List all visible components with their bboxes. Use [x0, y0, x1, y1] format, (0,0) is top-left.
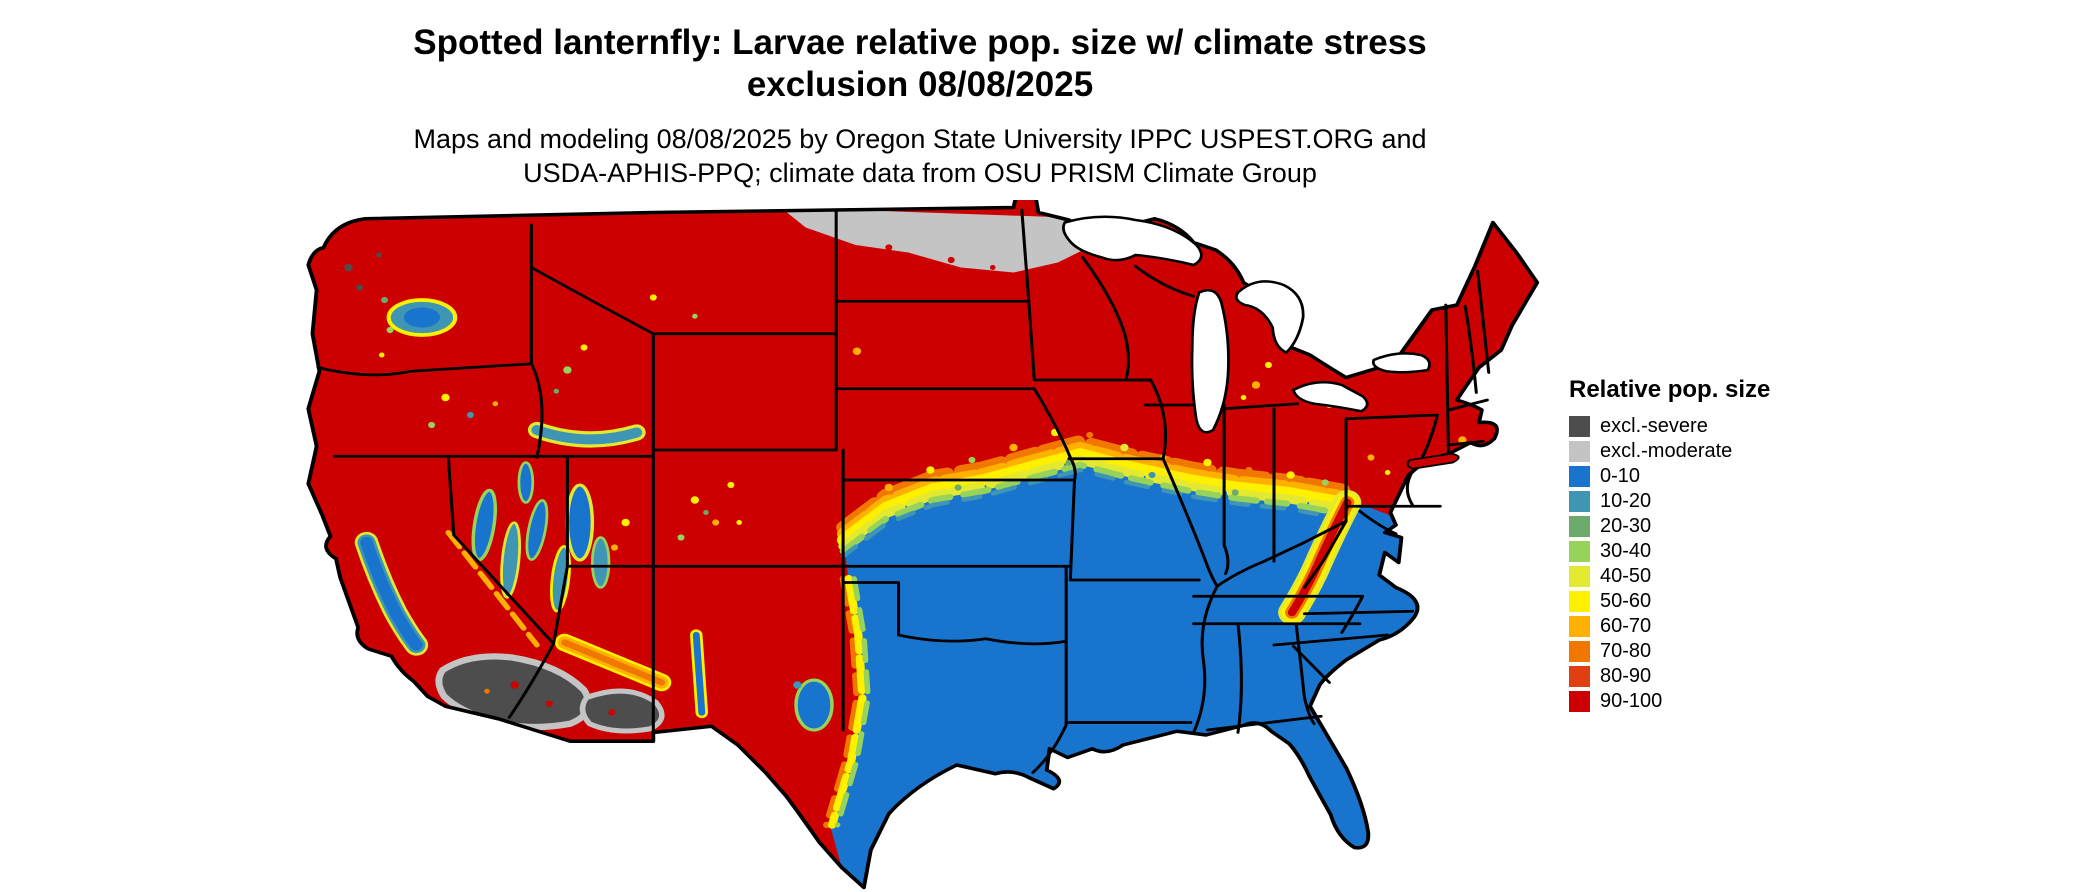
us-map	[306, 200, 1540, 890]
legend-item: 70-80	[1569, 641, 1869, 662]
map-container	[300, 200, 1540, 892]
great-lakes	[1062, 215, 1431, 434]
legend-item: 50-60	[1569, 591, 1869, 612]
legend-items: excl.-severe excl.-moderate 0-10 10-20 20-30…	[1569, 416, 1869, 712]
legend-title: Relative pop. size	[1569, 376, 1771, 403]
legend-item: excl.-moderate	[1569, 441, 1869, 462]
legend-label: excl.-severe	[1600, 415, 1708, 437]
legend-swatch	[1569, 416, 1590, 437]
legend-swatch	[1569, 566, 1590, 587]
subtitle-line1: Maps and modeling 08/08/2025 by Oregon S…	[413, 124, 1427, 154]
legend-item: 80-90	[1569, 666, 1869, 687]
page-title-line1: Spotted lanternfly: Larvae relative pop.…	[413, 23, 1427, 62]
legend: Relative pop. size excl.-severe excl.-mod…	[1569, 376, 1869, 716]
legend-label: excl.-moderate	[1600, 440, 1733, 462]
region-excl-severe	[435, 653, 665, 734]
legend-label: 20-30	[1600, 515, 1652, 537]
legend-item: 40-50	[1569, 566, 1869, 587]
page-title-line2: exclusion 08/08/2025	[746, 65, 1094, 104]
legend-label: 40-50	[1600, 565, 1652, 587]
legend-swatch	[1569, 691, 1590, 712]
subtitle: Maps and modeling 08/08/2025 by Oregon S…	[340, 122, 1500, 190]
legend-label: 10-20	[1600, 490, 1652, 512]
legend-swatch	[1569, 641, 1590, 662]
long-island	[1406, 452, 1460, 470]
legend-item: 90-100	[1569, 691, 1869, 712]
legend-swatch	[1569, 516, 1590, 537]
lake-michigan	[1190, 289, 1230, 434]
region-low-population	[830, 448, 1538, 888]
legend-label: 90-100	[1600, 690, 1663, 712]
legend-label: 50-60	[1600, 590, 1652, 612]
legend-label: 80-90	[1600, 665, 1652, 687]
legend-label: 70-80	[1600, 640, 1652, 662]
legend-swatch	[1569, 441, 1590, 462]
map-header: Spotted lanternfly: Larvae relative pop.…	[340, 22, 1500, 190]
lake-ontario	[1371, 352, 1431, 374]
legend-swatch	[1569, 541, 1590, 562]
lake-erie	[1291, 380, 1369, 413]
legend-item: 10-20	[1569, 491, 1869, 512]
legend-swatch	[1569, 491, 1590, 512]
legend-item: 0-10	[1569, 466, 1869, 487]
region-excl-moderate	[780, 207, 1089, 273]
excl-moderate-speckles	[885, 244, 996, 270]
legend-label: 30-40	[1600, 540, 1652, 562]
lake-superior	[1062, 215, 1203, 267]
state-borders	[316, 208, 1491, 774]
state-borders-west	[316, 208, 1153, 774]
lake-huron	[1234, 280, 1305, 355]
legend-swatch	[1569, 666, 1590, 687]
subtitle-line2: USDA-APHIS-PPQ; climate data from OSU PR…	[523, 158, 1317, 188]
legend-item: 30-40	[1569, 541, 1869, 562]
legend-swatch	[1569, 616, 1590, 637]
state-borders-midwest	[1064, 256, 1365, 734]
legend-label: 0-10	[1600, 465, 1641, 487]
legend-swatch	[1569, 591, 1590, 612]
legend-item: 20-30	[1569, 516, 1869, 537]
legend-label: 60-70	[1600, 615, 1652, 637]
central-valley	[367, 530, 540, 646]
legend-swatch	[1569, 466, 1590, 487]
legend-item: excl.-severe	[1569, 416, 1869, 437]
great-basin-valleys	[471, 461, 611, 613]
snake-river-plain	[537, 430, 637, 439]
legend-item: 60-70	[1569, 616, 1869, 637]
rio-grande-valley	[696, 635, 834, 732]
